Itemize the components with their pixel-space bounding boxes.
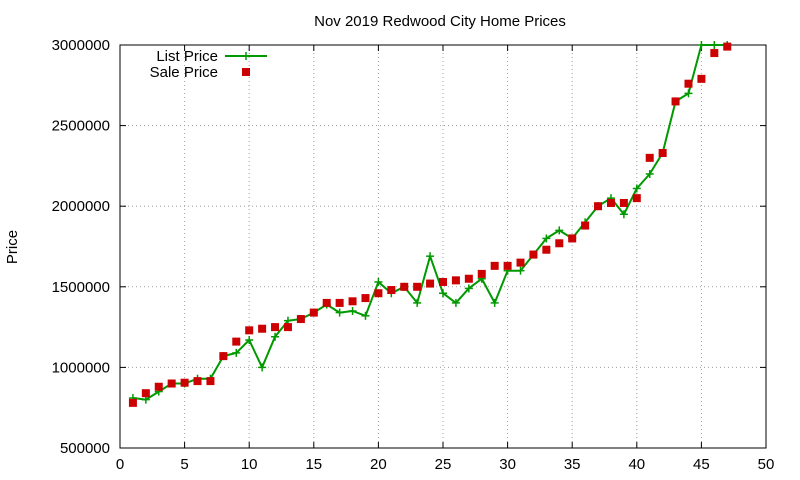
sale-price-point bbox=[167, 379, 176, 388]
sale-price-point bbox=[309, 308, 318, 317]
x-tick-label: 30 bbox=[499, 456, 516, 473]
sale-price-point bbox=[710, 49, 719, 58]
list-price-point bbox=[245, 335, 254, 344]
sale-price-point bbox=[594, 202, 603, 211]
sale-price-point bbox=[568, 234, 577, 243]
sale-price-point bbox=[361, 294, 370, 303]
x-tick-label: 5 bbox=[180, 456, 188, 473]
list-price-point bbox=[413, 298, 422, 307]
list-price-point bbox=[555, 226, 564, 235]
sale-price-point bbox=[619, 198, 628, 207]
sale-price-point bbox=[180, 378, 189, 387]
legend-marker-list-price bbox=[242, 52, 250, 60]
sale-price-point bbox=[516, 258, 525, 267]
sale-price-point bbox=[413, 282, 422, 291]
sale-price-point bbox=[542, 245, 551, 254]
y-tick-label: 1000000 bbox=[52, 359, 110, 376]
x-tick-label: 15 bbox=[305, 456, 322, 473]
sale-price-point bbox=[606, 198, 615, 207]
chart-title: Nov 2019 Redwood City Home Prices bbox=[314, 13, 566, 30]
series bbox=[128, 41, 732, 407]
sale-price-point bbox=[684, 79, 693, 88]
x-tick-label: 35 bbox=[564, 456, 581, 473]
list-price-point bbox=[426, 252, 435, 261]
list-price-point bbox=[697, 41, 706, 49]
x-tick-label: 25 bbox=[435, 456, 452, 473]
y-tick-label: 2500000 bbox=[52, 118, 110, 135]
y-tick-label: 500000 bbox=[60, 440, 110, 457]
sale-price-point bbox=[439, 277, 447, 286]
sale-price-point bbox=[723, 42, 732, 51]
sale-price-point bbox=[581, 221, 590, 230]
list-price-point bbox=[439, 289, 447, 298]
sale-price-point bbox=[503, 261, 512, 270]
sale-price-point bbox=[193, 377, 202, 386]
sale-price-point bbox=[490, 261, 499, 270]
sale-price-point bbox=[348, 297, 357, 306]
list-price-point bbox=[451, 298, 460, 307]
sale-price-point bbox=[141, 389, 150, 398]
list-price-point bbox=[271, 332, 280, 341]
x-tick-label: 45 bbox=[693, 456, 710, 473]
sale-price-point bbox=[296, 315, 305, 324]
list-price-point bbox=[490, 298, 499, 307]
sale-price-point bbox=[400, 282, 409, 291]
sale-price-point bbox=[529, 250, 538, 259]
x-tick-label: 0 bbox=[116, 456, 124, 473]
sale-price-point bbox=[271, 323, 280, 332]
sale-price-point bbox=[671, 97, 680, 106]
legend-swatch-sale-price bbox=[242, 68, 250, 76]
list-price-point bbox=[374, 277, 383, 286]
sale-price-point bbox=[245, 326, 254, 335]
sale-price-point bbox=[128, 398, 137, 407]
sale-price-point bbox=[451, 276, 460, 285]
list-price-point bbox=[464, 284, 473, 293]
y-axis-label: Price bbox=[4, 230, 21, 264]
sale-price-point bbox=[477, 269, 486, 278]
sale-price-point bbox=[697, 74, 706, 83]
grid bbox=[120, 45, 766, 448]
sale-price-point bbox=[555, 239, 564, 248]
sale-price-point bbox=[258, 324, 267, 333]
list-price-point bbox=[361, 311, 370, 320]
sale-price-point bbox=[322, 298, 331, 307]
sale-price-point bbox=[374, 289, 383, 298]
list-price-point bbox=[335, 308, 344, 317]
list-price-point bbox=[258, 363, 267, 372]
x-tick-label: 40 bbox=[628, 456, 645, 473]
x-tick-label: 50 bbox=[758, 456, 775, 473]
axes: 0 5 10 15 20 25 30 35 40 45 50 500000 1000000 1500000… bbox=[52, 37, 775, 473]
sale-price-point bbox=[658, 149, 667, 158]
y-tick-label: 2000000 bbox=[52, 198, 110, 215]
x-tick-label: 10 bbox=[241, 456, 258, 473]
sale-price-point bbox=[632, 194, 641, 203]
y-tick-label: 1500000 bbox=[52, 279, 110, 296]
sale-price-point bbox=[232, 337, 241, 346]
x-tick-label: 20 bbox=[370, 456, 387, 473]
list-price-point bbox=[645, 169, 654, 178]
list-price-point bbox=[632, 184, 641, 193]
sale-price-point bbox=[219, 352, 228, 361]
list-price-point bbox=[710, 41, 719, 49]
list-price-point bbox=[232, 348, 241, 357]
legend-label-list-price: List Price bbox=[156, 48, 218, 65]
sale-price-point bbox=[206, 377, 215, 386]
list-price-point bbox=[619, 210, 628, 219]
list-price-point bbox=[542, 234, 551, 243]
list-price-point bbox=[516, 266, 525, 275]
y-tick-label: 3000000 bbox=[52, 37, 110, 54]
sale-price-point bbox=[283, 323, 292, 332]
sale-price-point bbox=[154, 382, 163, 391]
list-price-point bbox=[684, 89, 693, 98]
sale-price-point bbox=[464, 274, 473, 283]
sale-price-point bbox=[387, 286, 396, 295]
list-price-point bbox=[348, 306, 357, 315]
sale-price-point bbox=[645, 153, 654, 162]
legend-label-sale-price: Sale Price bbox=[150, 64, 218, 81]
sale-price-point bbox=[335, 298, 344, 307]
list-price-line bbox=[132, 44, 728, 401]
sale-price-point bbox=[426, 279, 435, 288]
